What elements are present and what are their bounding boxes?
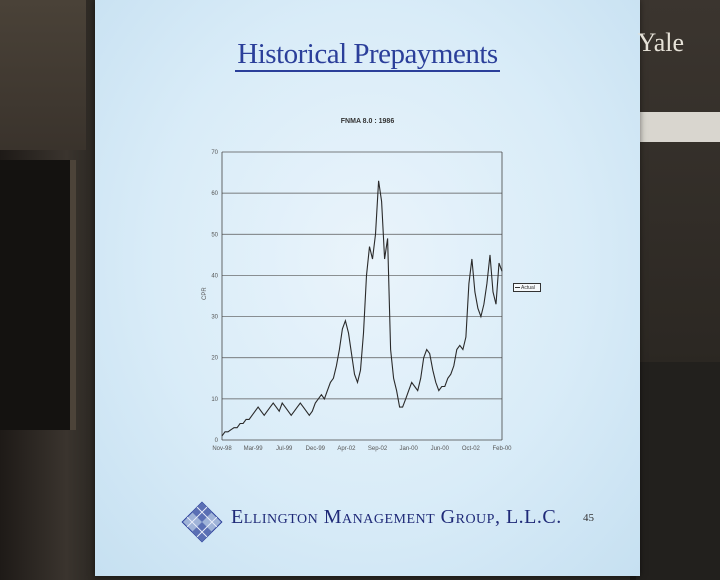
x-tick-label: Jan-00 xyxy=(399,446,418,452)
series-line-actual xyxy=(221,180,503,437)
x-tick-label: Oct-02 xyxy=(462,446,481,452)
y-tick-label: 10 xyxy=(211,397,218,403)
prepayment-chart: 0 10 20 30 40 50 60 70 Nov-98 Mar-99 Jul-99 Dec-99… xyxy=(202,150,512,452)
y-axis-label: CPR xyxy=(202,287,208,300)
chalkboard xyxy=(636,362,720,580)
legend-label: Actual xyxy=(521,284,535,291)
yale-watermark: Yale xyxy=(637,28,684,57)
wall-panel-upper xyxy=(0,0,86,150)
chart-title: FNMA 8.0 : 1986 xyxy=(340,118,395,125)
chart-y-ticks: 0 10 20 30 40 50 60 70 xyxy=(211,150,218,444)
y-tick-label: 60 xyxy=(211,191,218,197)
x-tick-label: Apr-02 xyxy=(337,446,356,452)
chart-axes xyxy=(221,152,503,441)
x-tick-label: Nov-98 xyxy=(212,446,232,452)
x-tick-label: Jul-99 xyxy=(276,446,293,452)
slide-title: Historical Prepayments xyxy=(235,38,500,72)
company-name: Ellington Management Group, L.L.C. xyxy=(231,506,562,528)
y-tick-label: 20 xyxy=(211,356,218,362)
slide-page-number: 45 xyxy=(583,512,594,524)
wall-panel-lower xyxy=(0,160,76,430)
x-tick-label: Jun-00 xyxy=(431,446,450,452)
y-tick-label: 30 xyxy=(211,315,218,321)
chart-legend: Actual xyxy=(513,283,541,292)
room-right-wall xyxy=(630,0,720,580)
y-tick-label: 0 xyxy=(215,438,219,444)
legend-swatch xyxy=(515,287,520,288)
x-tick-label: Feb-00 xyxy=(492,446,512,452)
x-tick-label: Dec-99 xyxy=(306,446,326,452)
y-tick-label: 70 xyxy=(211,150,218,156)
y-tick-label: 40 xyxy=(211,273,218,279)
x-tick-label: Sep-02 xyxy=(368,446,388,452)
room-left-wall xyxy=(0,0,95,580)
wall-ledge xyxy=(630,112,720,142)
projection-screen: Historical Prepayments FNMA 8.0 : 1986 0… xyxy=(95,0,640,576)
ellington-logo xyxy=(181,501,223,543)
chart-x-ticks: Nov-98 Mar-99 Jul-99 Dec-99 Apr-02 Sep-02 Jan-… xyxy=(212,446,512,452)
chart-grid xyxy=(222,151,502,400)
y-tick-label: 50 xyxy=(211,232,218,238)
x-tick-label: Mar-99 xyxy=(244,446,264,452)
